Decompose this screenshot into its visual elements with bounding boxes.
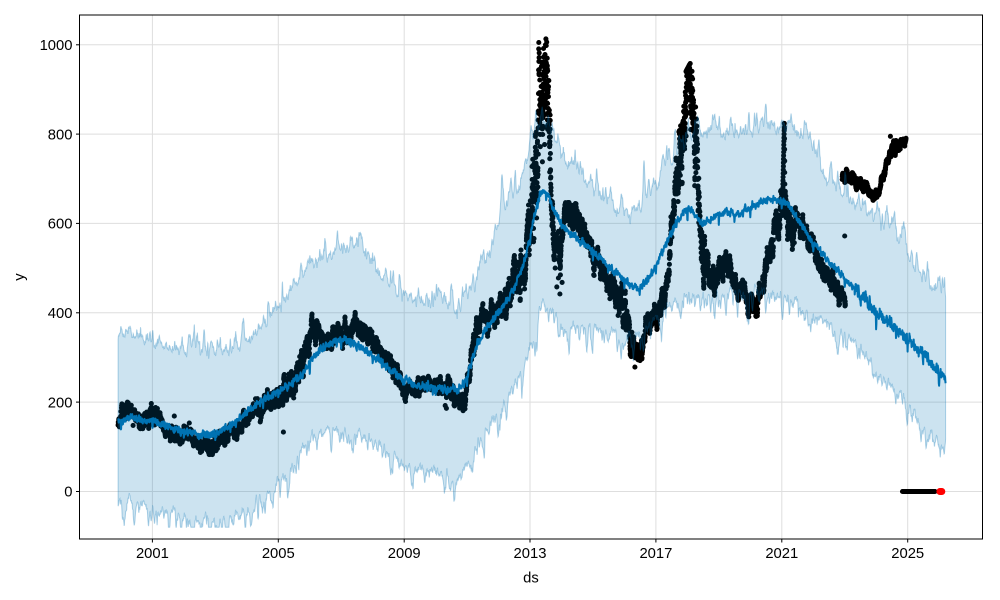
svg-text:600: 600	[48, 217, 73, 233]
svg-text:ds: ds	[523, 571, 539, 587]
svg-text:2005: 2005	[262, 546, 295, 562]
svg-text:2009: 2009	[388, 546, 421, 562]
svg-text:1000: 1000	[40, 38, 73, 54]
svg-text:2017: 2017	[639, 546, 672, 562]
svg-text:2001: 2001	[136, 546, 169, 562]
svg-text:2013: 2013	[514, 546, 547, 562]
svg-text:200: 200	[48, 395, 73, 411]
svg-text:2025: 2025	[891, 546, 924, 562]
svg-text:0: 0	[64, 485, 72, 501]
svg-text:2021: 2021	[765, 546, 798, 562]
svg-text:y: y	[12, 273, 28, 281]
svg-text:800: 800	[48, 127, 73, 143]
svg-text:400: 400	[48, 306, 73, 322]
